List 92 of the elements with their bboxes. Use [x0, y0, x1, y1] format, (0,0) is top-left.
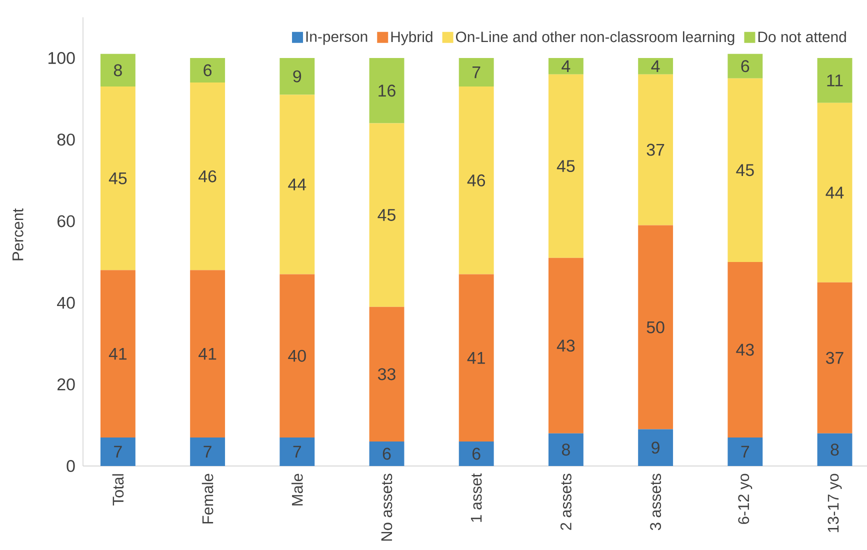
- data-label: 9: [293, 70, 302, 82]
- data-label: 8: [114, 64, 122, 76]
- bar: [728, 437, 763, 466]
- legend-label: Hybrid: [391, 31, 432, 46]
- bar: [280, 94, 315, 274]
- data-label: 16: [378, 84, 396, 97]
- bar: [728, 78, 763, 262]
- bar: [728, 54, 763, 78]
- bar: [548, 74, 584, 258]
- bar: [817, 433, 852, 466]
- data-label: 6: [204, 64, 212, 76]
- data-label: 44: [288, 178, 306, 190]
- data-label: 7: [293, 446, 301, 458]
- data-label: 44: [826, 186, 844, 198]
- data-label: 41: [467, 352, 485, 364]
- bar: [190, 270, 226, 438]
- x-tick-label: No assets: [381, 474, 392, 541]
- data-label: 33: [378, 368, 396, 380]
- bar: [280, 58, 315, 95]
- bar: [817, 282, 852, 434]
- bar: [458, 274, 494, 442]
- bar: [458, 86, 494, 274]
- x-tick-label: 3 assets: [650, 474, 662, 530]
- data-label: 46: [467, 174, 486, 186]
- bar: [638, 58, 674, 74]
- bar: [100, 54, 136, 87]
- data-label: 8: [830, 444, 839, 456]
- x-tick-label: 6-12 yo: [738, 474, 752, 524]
- legend-label: Do not attend: [758, 31, 846, 42]
- bar: [458, 58, 494, 87]
- data-label: 45: [556, 160, 575, 172]
- data-label: 4: [651, 60, 660, 72]
- bar: [190, 58, 226, 82]
- data-label: 43: [736, 344, 754, 356]
- legend-label: In-person: [306, 32, 368, 45]
- bar: [190, 82, 226, 270]
- data-label: 50: [646, 321, 664, 334]
- y-tick-label: 20: [58, 378, 75, 390]
- data-label: 46: [198, 170, 216, 182]
- bar: [548, 58, 584, 74]
- bar: [190, 437, 226, 466]
- data-label: 6: [741, 60, 750, 72]
- x-tick-label: 1 asset: [470, 473, 482, 522]
- bar: [369, 58, 404, 124]
- data-label: 43: [556, 340, 575, 352]
- bar: [548, 433, 584, 466]
- bar: [100, 86, 136, 270]
- bar: [817, 102, 852, 282]
- bar: [100, 270, 136, 438]
- y-tick-label: 0: [66, 460, 75, 472]
- data-label: 6: [472, 448, 480, 460]
- bar: [638, 74, 674, 226]
- data-label: 37: [646, 144, 664, 156]
- data-label: 9: [652, 442, 660, 454]
- data-label: 4: [562, 60, 570, 72]
- data-label: 7: [204, 446, 212, 458]
- bar: [280, 437, 315, 466]
- bar: [548, 258, 584, 434]
- data-label: 7: [741, 446, 750, 458]
- x-tick-label: 2 assets: [560, 474, 572, 530]
- data-label: 45: [378, 209, 396, 221]
- bar: [369, 306, 404, 442]
- bar: [458, 442, 494, 466]
- x-tick-label: 13-17 yo: [828, 474, 842, 532]
- bar: [728, 262, 763, 438]
- data-label: 7: [114, 446, 122, 458]
- bar: [100, 437, 136, 466]
- y-tick-label: 60: [58, 215, 75, 228]
- bar: [369, 123, 404, 307]
- x-tick-label: Female: [202, 474, 214, 524]
- data-label: 8: [562, 444, 570, 456]
- bar: [817, 58, 852, 103]
- data-label: 41: [198, 348, 216, 360]
- legend-label: On-Line and other non-classroom learning: [456, 31, 734, 46]
- data-label: 45: [108, 172, 127, 184]
- data-label: 40: [288, 350, 306, 362]
- bar: [638, 429, 674, 466]
- data-label: 7: [472, 66, 480, 78]
- data-label: 6: [382, 448, 391, 460]
- bar: [638, 225, 674, 430]
- data-label: 45: [736, 164, 754, 176]
- x-tick-label: Male: [291, 474, 303, 506]
- y-tick-label: 40: [57, 296, 75, 309]
- bar: [280, 274, 315, 438]
- y-axis-title: Percent: [12, 208, 24, 260]
- data-label: 37: [826, 352, 844, 364]
- bar: [369, 442, 404, 466]
- data-label: 41: [108, 348, 127, 360]
- y-tick-label: 100: [48, 52, 75, 64]
- x-tick-label: Total: [112, 474, 124, 506]
- data-label: 11: [827, 74, 843, 86]
- y-tick-label: 80: [57, 134, 75, 146]
